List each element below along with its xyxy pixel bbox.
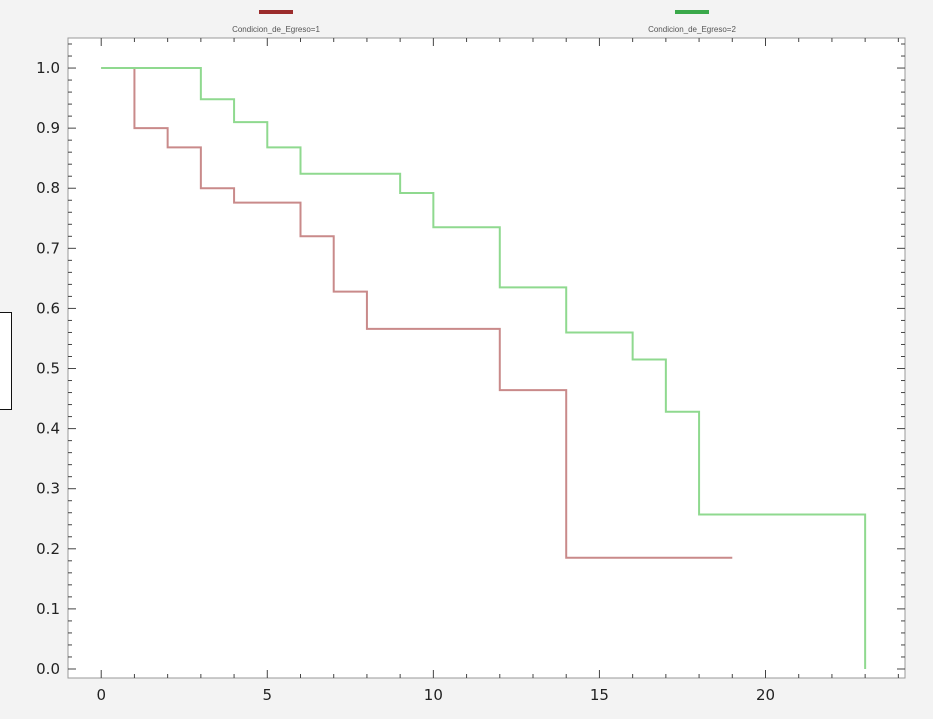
x-tick-label: 10 bbox=[424, 686, 443, 704]
x-tick-label: 15 bbox=[590, 686, 609, 704]
x-tick-label: 0 bbox=[96, 686, 106, 704]
legend-label-1: Condicion_de_Egreso=1 bbox=[232, 25, 320, 34]
legend-swatch-2 bbox=[675, 10, 709, 14]
y-tick-label: 0.1 bbox=[36, 600, 60, 618]
y-tick-label: 0.4 bbox=[36, 420, 60, 438]
y-tick-label: 0.9 bbox=[36, 119, 60, 137]
series-line-2 bbox=[101, 67, 867, 669]
y-tick-label: 0.7 bbox=[36, 239, 60, 257]
legend: Condicion_de_Egreso=1 Condicion_de_Egreso… bbox=[232, 10, 736, 34]
legend-swatch-1 bbox=[259, 10, 293, 14]
y-tick-label: 0.8 bbox=[36, 179, 60, 197]
x-tick-label: 20 bbox=[756, 686, 775, 704]
legend-label-2: Condicion_de_Egreso=2 bbox=[648, 25, 736, 34]
y-tick-label: 0.3 bbox=[36, 480, 60, 498]
series-lines bbox=[101, 67, 867, 669]
y-tick-label: 0.2 bbox=[36, 540, 60, 558]
axis-ticks: 0.0 0.1 0.2 0.3 0.4 0.5 0.6 0.7 0.8 0.9 1.0 0 5 10 15 2… bbox=[36, 38, 905, 704]
series-line-1 bbox=[101, 67, 733, 559]
x-tick-label: 5 bbox=[263, 686, 273, 704]
y-tick-label: 0.0 bbox=[36, 660, 60, 678]
plot-area bbox=[67, 37, 906, 679]
y-tick-label: 1.0 bbox=[36, 59, 60, 77]
side-label-box bbox=[0, 312, 12, 410]
y-tick-label: 0.6 bbox=[36, 299, 60, 317]
y-tick-label: 0.5 bbox=[36, 360, 60, 378]
